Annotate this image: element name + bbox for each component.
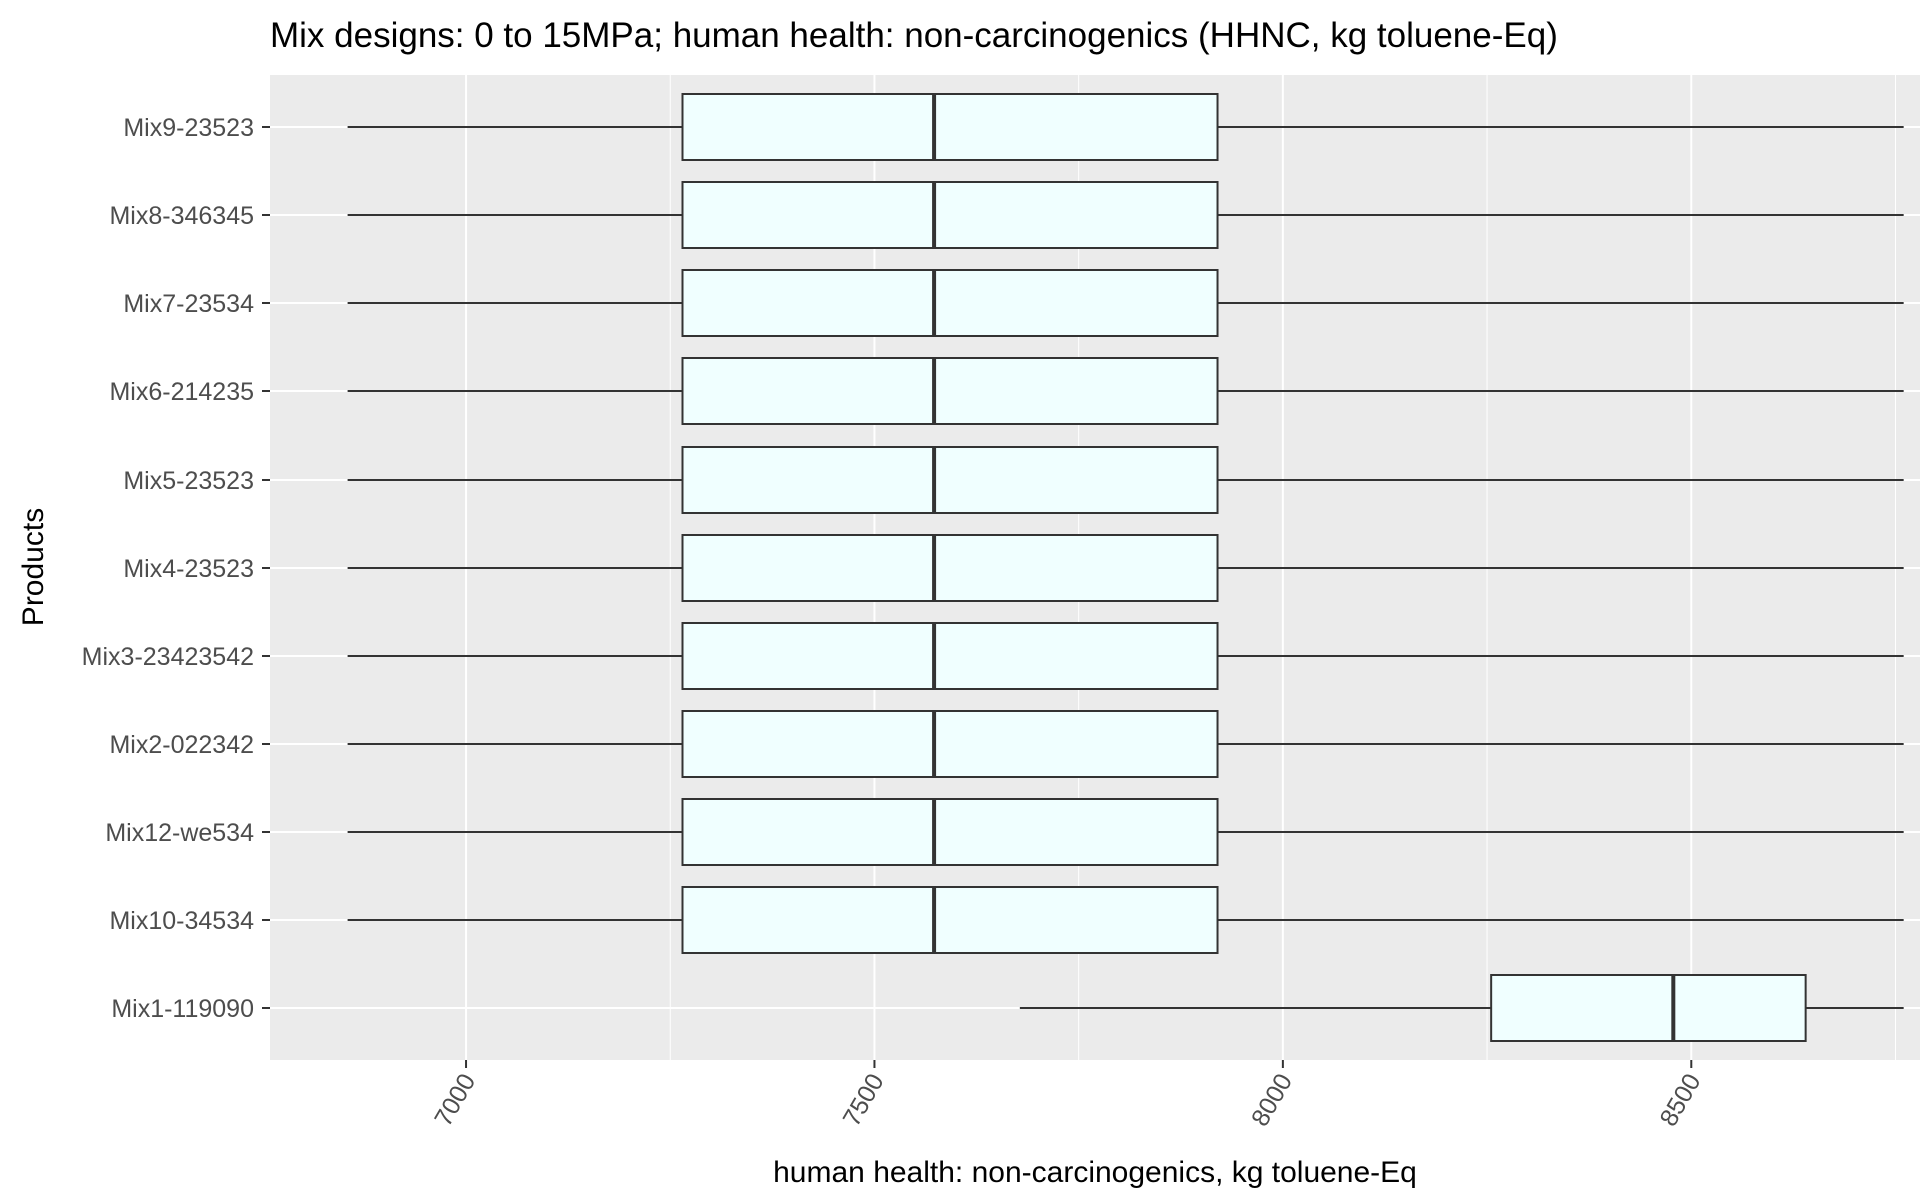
y-tick-label: Mix4-23523	[123, 555, 254, 583]
box-group	[1019, 974, 1904, 1042]
y-tick-label: Mix8-346345	[109, 202, 254, 230]
box-iqr	[681, 534, 1219, 602]
box-group	[347, 798, 1904, 866]
box-iqr	[681, 357, 1219, 425]
box-layer	[347, 93, 1904, 1042]
y-tick-label: Mix1-119090	[111, 995, 254, 1023]
x-tick-label: 8000	[1246, 1069, 1298, 1131]
box-iqr	[681, 710, 1219, 778]
box-group	[347, 269, 1904, 337]
y-tick-label: Mix9-23523	[123, 114, 254, 142]
box-group	[347, 446, 1904, 514]
y-tick-label: Mix7-23534	[123, 290, 254, 318]
box-iqr	[681, 181, 1219, 249]
box-group	[347, 534, 1904, 602]
box-iqr	[681, 886, 1219, 954]
chart-title: Mix designs: 0 to 15MPa; human health: n…	[270, 16, 1558, 55]
y-tick-label: Mix3-23423542	[82, 643, 254, 671]
box-group	[347, 886, 1904, 954]
x-tick-label: 7000	[429, 1069, 481, 1131]
box-iqr	[681, 622, 1219, 690]
y-tick-label: Mix10-34534	[109, 907, 254, 935]
box-iqr	[681, 798, 1219, 866]
box-group	[347, 357, 1904, 425]
y-axis-title: Products	[17, 508, 50, 626]
x-tick-label: 7500	[838, 1069, 890, 1131]
y-tick-label: Mix6-214235	[109, 378, 254, 406]
box-iqr	[681, 269, 1219, 337]
box-iqr	[1490, 974, 1807, 1042]
box-group	[347, 622, 1904, 690]
box-group	[347, 710, 1904, 778]
y-tick-label: Mix5-23523	[123, 467, 254, 495]
box-group	[347, 181, 1904, 249]
x-axis-title: human health: non-carcinogenics, kg tolu…	[773, 1156, 1417, 1189]
y-tick-label: Mix2-022342	[109, 731, 254, 759]
x-tick-label: 8500	[1654, 1069, 1706, 1131]
box-iqr	[681, 93, 1219, 161]
box-iqr	[681, 446, 1219, 514]
box-group	[347, 93, 1904, 161]
y-tick-label: Mix12-we534	[105, 819, 254, 847]
